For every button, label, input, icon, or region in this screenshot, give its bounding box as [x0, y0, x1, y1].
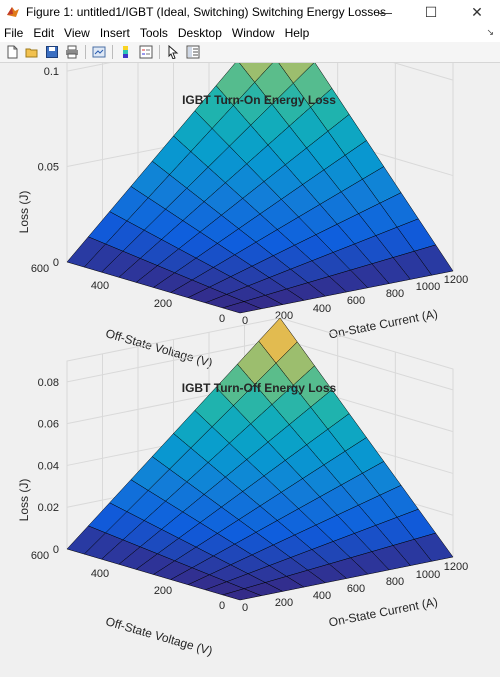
figure-canvas: IGBT Turn-On Energy Loss 0 200 400 600 800 100…: [0, 9, 500, 672]
new-figure-icon[interactable]: [4, 44, 20, 60]
z-tick-label: 0.06: [38, 419, 59, 431]
z-axis-label: Loss (J): [17, 479, 31, 522]
menu-window[interactable]: Window: [231, 26, 275, 40]
x-tick-label: 400: [313, 590, 331, 602]
y-tick-label: 200: [154, 585, 172, 597]
menu-edit[interactable]: Edit: [33, 26, 55, 40]
y-tick-label: 400: [91, 280, 109, 292]
x-axis-label: On-State Current (A): [328, 595, 439, 630]
x-tick-label: 1000: [416, 281, 440, 293]
x-tick-label: 1000: [416, 569, 440, 581]
x-tick-label: 1200: [444, 561, 468, 573]
y-tick-label: 0: [219, 313, 225, 325]
pointer-icon[interactable]: [165, 44, 181, 60]
z-tick-label: 0.02: [38, 502, 59, 514]
y-tick-label: 600: [31, 263, 49, 275]
colorbar-icon[interactable]: [118, 44, 134, 60]
figure-toolbar: [0, 42, 500, 63]
toolbar-separator: [112, 45, 113, 59]
x-tick-label: 1200: [444, 274, 468, 286]
maximize-button[interactable]: ☐: [424, 3, 438, 20]
minimize-button[interactable]: —: [378, 4, 392, 20]
dock-arrow-icon[interactable]: ↘: [486, 27, 494, 37]
x-axis-label: On-State Current (A): [328, 307, 439, 342]
x-tick-label: 0: [242, 602, 248, 614]
y-tick-label: 400: [91, 568, 109, 580]
y-tick-label: 600: [31, 550, 49, 562]
close-button[interactable]: ✕: [471, 3, 483, 20]
chart-title: IGBT Turn-Off Energy Loss: [182, 381, 337, 395]
print-icon[interactable]: [64, 44, 80, 60]
legend-icon[interactable]: [138, 44, 154, 60]
window-title: Figure 1: untitled1/IGBT (Ideal, Switchi…: [26, 5, 386, 19]
x-tick-label: 400: [313, 303, 331, 315]
x-tick-label: 200: [275, 310, 293, 322]
property-editor-icon[interactable]: [185, 44, 201, 60]
toolbar-separator: [85, 45, 86, 59]
toolbar-separator: [159, 45, 160, 59]
surface-patch: [221, 588, 263, 601]
y-tick-label: 200: [154, 298, 172, 310]
x-tick-label: 600: [347, 295, 365, 307]
y-axis-label: Off-State Voltage (V): [104, 614, 214, 658]
menu-help[interactable]: Help: [284, 26, 310, 40]
surface-chart: IGBT Turn-Off Energy Loss 0 200 400 600 800 10…: [17, 317, 468, 658]
x-tick-label: 600: [347, 583, 365, 595]
x-tick-label: 0: [242, 315, 248, 327]
save-icon[interactable]: [44, 44, 60, 60]
y-tick-label: 0: [219, 600, 225, 612]
surface-chart: IGBT Turn-On Energy Loss 0 200 400 600 800 100…: [17, 9, 468, 370]
menu-tools[interactable]: Tools: [139, 26, 168, 40]
chart-title: IGBT Turn-On Energy Loss: [182, 93, 336, 107]
z-tick-label: 0.1: [44, 66, 59, 78]
menu-bar: File Edit View Insert Tools Desktop Wind…: [0, 24, 500, 42]
x-tick-label: 800: [386, 576, 404, 588]
window-controls: — ☐ ✕: [362, 0, 500, 24]
z-tick-label: 0: [53, 544, 59, 556]
figure-plot-area[interactable]: IGBT Turn-On Energy Loss 0 200 400 600 800 100…: [0, 9, 500, 672]
x-tick-label: 800: [386, 288, 404, 300]
z-tick-label: 0.04: [38, 460, 59, 472]
z-tick-label: 0.05: [38, 162, 59, 174]
menu-desktop[interactable]: Desktop: [177, 26, 222, 40]
link-plot-icon[interactable]: [91, 44, 107, 60]
open-file-icon[interactable]: [24, 44, 40, 60]
menu-insert[interactable]: Insert: [99, 26, 130, 40]
z-axis-label: Loss (J): [17, 191, 31, 234]
window-titlebar: Figure 1: untitled1/IGBT (Ideal, Switchi…: [0, 0, 500, 24]
menu-view[interactable]: View: [64, 26, 90, 40]
x-tick-label: 200: [275, 597, 293, 609]
z-tick-label: 0: [53, 257, 59, 269]
matlab-figure-icon: [7, 7, 19, 17]
menu-file[interactable]: File: [4, 26, 24, 40]
surface-patch: [221, 301, 263, 314]
z-tick-label: 0.08: [38, 377, 59, 389]
